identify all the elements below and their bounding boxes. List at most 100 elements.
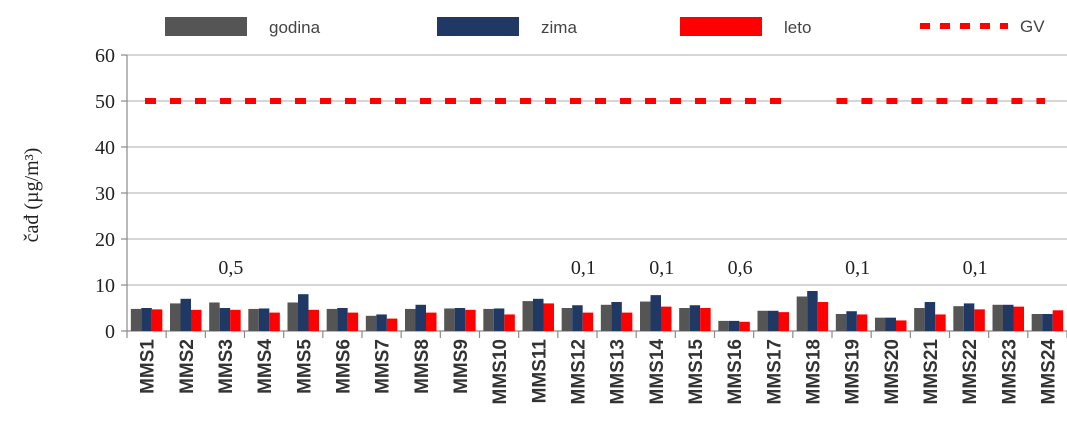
- legend-label-zima: zima: [541, 18, 577, 37]
- bar-zima-mms18: [807, 290, 818, 331]
- bar-zima-mms13: [611, 302, 622, 331]
- bar-zima-mms14: [650, 295, 661, 331]
- bar-zima-mms8: [415, 304, 426, 331]
- category-label-mms7: MMS7: [373, 339, 394, 394]
- bar-godina-mms24: [1031, 313, 1043, 331]
- legend-swatch-godina: [165, 17, 247, 36]
- bar-godina-mms18: [796, 296, 808, 331]
- bar-leto-mms13: [621, 312, 633, 331]
- bar-godina-mms21: [914, 308, 925, 331]
- category-label-mms21: MMS21: [921, 339, 942, 405]
- category-label-mms2: MMS2: [177, 339, 198, 394]
- legend-swatch-zima: [437, 17, 519, 36]
- bar-godina-mms23: [992, 304, 1003, 331]
- bar-godina-mms14: [640, 301, 651, 331]
- bar-zima-mms5: [298, 294, 309, 331]
- bar-zima-mms9: [454, 308, 466, 331]
- annotations: 0,5 0,1 0,1 0,6 0,1 0,1: [218, 257, 987, 279]
- bar-zima-mms2: [180, 298, 191, 331]
- category-label-mms6: MMS6: [333, 339, 354, 394]
- category-label-mms18: MMS18: [803, 339, 824, 404]
- bar-godina-mms12: [561, 308, 573, 331]
- bar-leto-mms20: [896, 320, 907, 331]
- bar-leto-mms16: [739, 321, 750, 331]
- y-tick-label: 10: [95, 275, 115, 297]
- category-label-mms3: MMS3: [216, 339, 237, 394]
- category-label-mms14: MMS14: [647, 339, 668, 405]
- category-label-mms17: MMS17: [764, 339, 785, 404]
- bar-leto-mms7: [386, 318, 398, 331]
- bar-godina-mms16: [718, 320, 729, 331]
- category-label-mms22: MMS22: [960, 339, 981, 404]
- bar-leto-mms8: [426, 312, 437, 331]
- bar-leto-mms14: [661, 306, 672, 331]
- bar-zima-mms19: [846, 311, 857, 331]
- bar-godina-mms19: [835, 313, 847, 331]
- y-tick-label: 30: [95, 183, 115, 205]
- category-label-mms12: MMS12: [568, 339, 589, 404]
- bar-godina-mms5: [287, 302, 298, 331]
- category-label-mms23: MMS23: [999, 339, 1020, 404]
- bar-leto-mms11: [543, 303, 554, 331]
- category-label-mms11: MMS11: [529, 339, 550, 404]
- annotation-label: 0,1: [571, 257, 596, 279]
- bar-zima-mms12: [572, 305, 583, 331]
- bar-leto-mms21: [935, 314, 946, 331]
- bar-godina-mms10: [483, 308, 494, 331]
- y-axis-label: čađ (µg/m³): [21, 148, 43, 243]
- grid: [127, 54, 1067, 332]
- bar-zima-mms20: [885, 317, 896, 331]
- bar-godina-mms11: [522, 301, 533, 331]
- bar-zima-mms17: [768, 310, 779, 331]
- bar-leto-mms19: [856, 314, 868, 331]
- bar-leto-mms9: [465, 309, 476, 331]
- bar-leto-mms22: [974, 309, 985, 331]
- bar-leto-mms12: [582, 312, 594, 331]
- legend-label-godina: godina: [269, 18, 321, 37]
- bar-zima-mms1: [141, 308, 152, 331]
- bar-zima-mms6: [337, 308, 348, 331]
- bar-godina-mms4: [248, 308, 259, 331]
- bar-godina-mms3: [209, 302, 220, 331]
- annotation-label: 0,1: [845, 257, 870, 279]
- category-label-mms13: MMS13: [608, 339, 629, 404]
- bar-godina-mms15: [679, 308, 690, 331]
- category-label-mms15: MMS15: [686, 339, 707, 405]
- category-label-mms4: MMS4: [255, 339, 276, 394]
- bar-leto-mms2: [191, 309, 202, 331]
- x-axis: MMS1 MMS2 MMS3 MMS4 MMS5 MMS6 MMS7 MMS8 MMS9 MMS1…: [126, 331, 1067, 405]
- bar-godina-mms1: [130, 308, 142, 331]
- y-axis: 0 10 20 30 40 50 60: [95, 45, 128, 343]
- bar-leto-mms10: [504, 314, 515, 331]
- category-label-mms10: MMS10: [490, 339, 511, 404]
- bar-zima-mms21: [924, 302, 936, 331]
- legend-label-gv: GV: [1020, 17, 1045, 36]
- category-label-mms19: MMS19: [843, 339, 864, 404]
- annotation-label: 0,6: [728, 257, 753, 279]
- y-tick-label: 20: [95, 229, 115, 251]
- bar-godina-mms17: [757, 310, 768, 331]
- y-tick-label: 50: [95, 91, 115, 113]
- bar-zima-mms3: [219, 308, 231, 331]
- y-tick-label: 40: [95, 137, 115, 159]
- bar-zima-mms10: [493, 308, 505, 331]
- bar-zima-mms16: [728, 320, 740, 331]
- category-label-mms24: MMS24: [1038, 339, 1059, 405]
- bar-godina-mms7: [365, 315, 377, 331]
- legend-label-leto: leto: [784, 18, 811, 37]
- category-label-mms5: MMS5: [294, 339, 315, 394]
- category-label-mms8: MMS8: [412, 339, 433, 394]
- bars: [130, 290, 1064, 331]
- bar-leto-mms24: [1052, 310, 1064, 331]
- bar-godina-mms20: [875, 317, 886, 331]
- bar-leto-mms4: [269, 312, 280, 331]
- bar-zima-mms4: [258, 308, 270, 331]
- y-tick-label: 0: [105, 321, 115, 343]
- bar-leto-mms17: [778, 312, 789, 331]
- annotation-label: 0,1: [963, 257, 988, 279]
- bar-leto-mms5: [308, 309, 319, 331]
- bar-godina-mms8: [405, 308, 416, 331]
- category-label-mms9: MMS9: [451, 339, 472, 394]
- bar-zima-mms7: [376, 314, 387, 331]
